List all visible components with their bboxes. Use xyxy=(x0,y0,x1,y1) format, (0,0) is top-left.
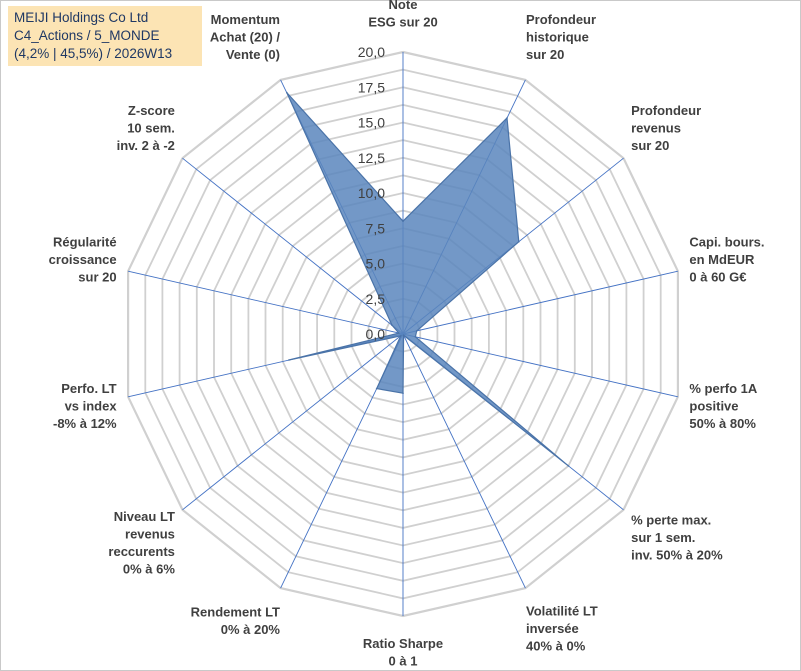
category-label-line: historique xyxy=(526,30,589,45)
data-point-0 xyxy=(402,220,404,222)
category-label-line: -8% à 12% xyxy=(53,416,117,431)
spoke-4 xyxy=(402,333,679,398)
title-line-3: (4,2% | 45,5%) / 2026W13 xyxy=(14,46,173,61)
category-label-line: Capi. bours. xyxy=(689,235,764,250)
category-label-4: % perfo 1A positive 50% à 80% xyxy=(689,381,758,431)
data-point-10 xyxy=(288,359,290,361)
category-label-line: inv. 50% à 20% xyxy=(631,547,723,562)
tick-label: 15,0 xyxy=(358,115,385,131)
category-label-1: Profondeur historique sur 20 xyxy=(526,12,596,62)
category-label-13: Momentum Achat (20) / Vente (0) xyxy=(210,12,280,62)
tick-label: 17,5 xyxy=(358,79,385,95)
data-point-13 xyxy=(286,91,288,94)
spoke-6 xyxy=(402,333,526,589)
spoke-3 xyxy=(402,270,679,335)
category-label-line: Z-score xyxy=(128,103,175,118)
category-label-line: Profondeur xyxy=(526,12,596,27)
title-line-2: C4_Actions / 5_MONDE xyxy=(14,28,160,43)
category-label-line: sur 20 xyxy=(631,138,669,153)
category-label-line: 50% à 80% xyxy=(689,416,756,431)
category-label-line: % perte max. xyxy=(631,512,711,527)
category-label-line: Ratio Sharpe xyxy=(363,636,443,651)
data-point-11 xyxy=(398,332,400,334)
category-label-layer: Note ESG sur 20 Profondeur historique sur 20… xyxy=(49,0,765,669)
category-label-line: 10 sem. xyxy=(127,121,175,136)
category-label-0: Note ESG sur 20 xyxy=(368,0,437,30)
category-label-line: ESG sur 20 xyxy=(368,15,437,30)
category-label-line: % perfo 1A xyxy=(689,381,758,396)
category-label-line: Niveau LT xyxy=(114,509,175,524)
tick-label: 20,0 xyxy=(358,44,385,60)
category-label-2: Profondeur revenus sur 20 xyxy=(631,103,701,153)
category-label-line: sur 1 sem. xyxy=(631,530,695,545)
tick-label: 0,0 xyxy=(366,326,386,342)
data-point-5 xyxy=(567,465,570,467)
category-label-line: Note xyxy=(389,0,418,12)
category-label-line: positive xyxy=(689,398,738,413)
category-label-7: Ratio Sharpe 0 à 1 xyxy=(363,636,443,669)
category-label-3: Capi. bours. en MdEUR 0 à 60 G€ xyxy=(689,235,764,285)
data-point-12 xyxy=(391,324,393,327)
data-point-6 xyxy=(402,334,405,337)
tick-label: 12,5 xyxy=(358,150,385,166)
category-label-9: Niveau LT revenus reccurents 0% à 6% xyxy=(108,509,175,577)
data-point-2 xyxy=(518,240,520,243)
category-label-5: % perte max. sur 1 sem. inv. 50% à 20% xyxy=(631,512,723,562)
category-label-12: Z-score 10 sem. inv. 2 à -2 xyxy=(117,103,175,153)
category-label-line: Régularité xyxy=(53,235,117,250)
category-label-line: 40% à 0% xyxy=(526,639,586,654)
category-label-line: 0% à 6% xyxy=(123,562,175,577)
title-line-1: MEIJI Holdings Co Ltd xyxy=(14,10,149,25)
spoke-11 xyxy=(127,270,404,335)
category-label-line: 0% à 20% xyxy=(221,622,281,637)
category-label-line: inversée xyxy=(526,621,579,636)
data-point-8 xyxy=(375,387,378,390)
spoke-12 xyxy=(182,157,404,335)
category-label-11: Régularité croissance sur 20 xyxy=(49,235,117,285)
tick-label: 7,5 xyxy=(366,220,386,236)
category-label-line: 0 à 60 G€ xyxy=(689,270,746,285)
data-point-7 xyxy=(402,392,404,395)
category-label-line: sur 20 xyxy=(78,270,116,285)
category-label-8: Rendement LT 0% à 20% xyxy=(191,604,281,637)
series-area-0 xyxy=(286,92,569,467)
category-label-10: Perfo. LT vs index -8% à 12% xyxy=(53,381,117,431)
spoke-9 xyxy=(182,333,404,511)
category-label-line: Momentum xyxy=(211,12,280,27)
category-label-line: Vente (0) xyxy=(226,47,280,62)
tick-label: 10,0 xyxy=(358,185,385,201)
category-label-line: croissance xyxy=(49,252,117,267)
category-label-line: revenus xyxy=(125,527,175,542)
category-label-line: Rendement LT xyxy=(191,604,280,619)
data-point-1 xyxy=(506,117,508,119)
category-label-line: revenus xyxy=(631,121,681,136)
category-label-line: sur 20 xyxy=(526,47,564,62)
category-label-line: Achat (20) / xyxy=(210,30,280,45)
category-label-line: en MdEUR xyxy=(689,252,755,267)
category-label-line: vs index xyxy=(65,398,118,413)
category-label-line: 0 à 1 xyxy=(389,654,418,669)
tick-label: 5,0 xyxy=(366,256,386,272)
series-layer xyxy=(286,91,570,467)
data-point-4 xyxy=(414,336,417,338)
category-label-line: Profondeur xyxy=(631,103,701,118)
tick-label: 2,5 xyxy=(366,291,386,307)
data-point-9 xyxy=(400,335,402,337)
data-point-3 xyxy=(415,330,418,332)
chart-title: MEIJI Holdings Co Ltd C4_Actions / 5_MON… xyxy=(8,6,202,66)
category-label-line: Volatilité LT xyxy=(526,604,598,619)
category-label-line: inv. 2 à -2 xyxy=(117,138,175,153)
tick-label-layer: 0,0 2,5 5,0 7,5 10,0 12,5 15,0 17,5 20,0 xyxy=(358,44,385,342)
category-label-line: reccurents xyxy=(108,544,174,559)
category-label-line: Perfo. LT xyxy=(61,381,116,396)
category-label-6: Volatilité LT inversée 40% à 0% xyxy=(526,604,598,654)
